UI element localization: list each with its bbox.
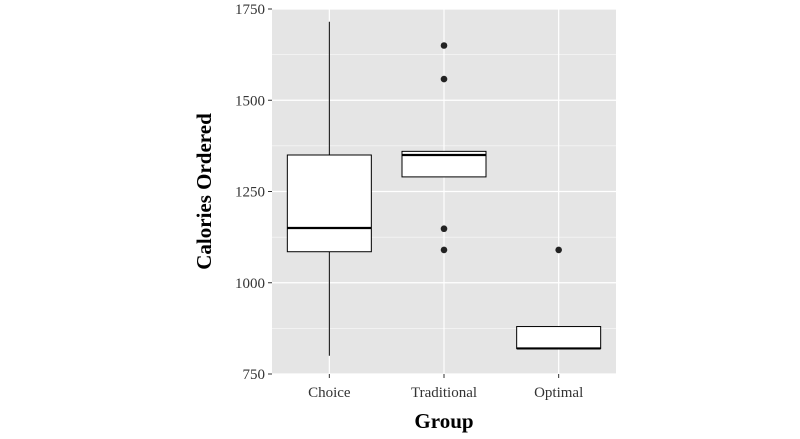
iqr-box [286, 154, 372, 253]
x-axis-title: Group [414, 409, 473, 433]
outlier-point [555, 246, 562, 254]
box-choice [286, 21, 372, 356]
iqr-box [516, 326, 602, 349]
box-optimal [516, 246, 602, 350]
outlier-point [440, 42, 448, 49]
y-tick-label: 1750 [235, 2, 265, 18]
outlier-point [440, 225, 448, 233]
box-traditional [401, 42, 487, 254]
x-tick-label: Traditional [411, 385, 477, 401]
axis-layer: 750 1000 1250 1500 1750 Choice Traditional Opti… [235, 2, 583, 401]
outlier-point [440, 246, 448, 254]
y-axis-title: Calories Ordered [192, 113, 216, 270]
y-tick-label: 1250 [235, 185, 265, 201]
y-tick-label: 1000 [235, 276, 265, 292]
x-tick-label: Optimal [534, 385, 583, 401]
x-tick-label: Choice [308, 385, 351, 401]
y-tick-label: 1500 [235, 93, 265, 109]
box-layer [286, 21, 602, 356]
y-tick-label: 750 [243, 367, 266, 383]
outlier-point [440, 75, 448, 83]
